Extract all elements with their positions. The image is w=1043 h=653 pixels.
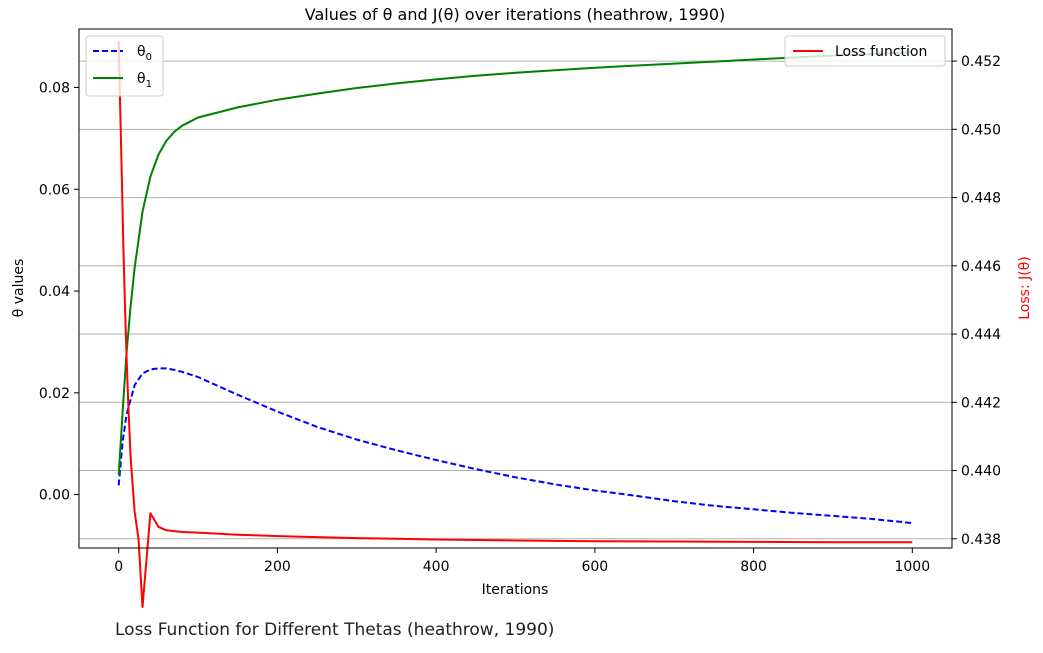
- right-y-tick-label: 0.440: [961, 464, 1001, 480]
- figure-caption: Loss Function for Different Thetas (heat…: [115, 620, 555, 640]
- legend-left: θ0 θ1 θ0 θ1: [85, 35, 164, 97]
- right-y-tick-label: 0.452: [961, 54, 1001, 70]
- legend-right: Loss function: [784, 35, 946, 67]
- plot-lines: [117, 40, 913, 608]
- x-axis-ticks: 0 200 400 600 800 1000: [114, 548, 930, 575]
- theta0-line: [117, 367, 913, 525]
- right-y-tick-label: 0.448: [961, 191, 1001, 207]
- right-y-axis-ticks: 0.438 0.440 0.442 0.444 0.446 0.448 0.450 0.452: [952, 54, 1001, 548]
- right-y-tick-label: 0.450: [961, 122, 1001, 138]
- theta1-line: [117, 51, 913, 476]
- left-y-tick-label: 0.04: [39, 284, 70, 300]
- chart-background: [0, 0, 1043, 612]
- chart-title: Values of θ and J(θ) over iterations (he…: [305, 5, 725, 24]
- loss-line: [117, 40, 913, 608]
- right-y-tick-label: 0.442: [961, 395, 1001, 411]
- chart-svg: 0 200 400 600 800 1000 0.00 0.02 0.04 0.06 0.08 0…: [0, 0, 1043, 612]
- left-y-tick-label: 0.00: [39, 488, 70, 504]
- legend-right-box: [784, 35, 946, 67]
- legend-loss-label: Loss function: [835, 44, 927, 60]
- right-y-tick-label: 0.444: [961, 327, 1001, 343]
- x-tick-label: 800: [740, 559, 767, 575]
- right-y-axis-label: Loss: J(θ): [1017, 256, 1033, 320]
- left-y-axis-label: θ values: [11, 259, 27, 318]
- x-tick-label: 1000: [894, 559, 930, 575]
- x-axis-label: Iterations: [482, 582, 549, 598]
- left-y-tick-label: 0.06: [39, 182, 70, 198]
- right-y-tick-label: 0.438: [961, 532, 1001, 548]
- x-tick-label: 600: [581, 559, 608, 575]
- axes-frame: [78, 28, 953, 549]
- grid-lines: [79, 60, 952, 540]
- x-tick-label: 0: [114, 559, 123, 575]
- left-y-axis-ticks: 0.00 0.02 0.04 0.06 0.08: [39, 81, 79, 504]
- left-y-tick-label: 0.08: [39, 81, 70, 97]
- right-y-tick-label: 0.446: [961, 259, 1001, 275]
- x-tick-label: 400: [423, 559, 450, 575]
- left-y-tick-label: 0.02: [39, 386, 70, 402]
- x-tick-label: 200: [264, 559, 291, 575]
